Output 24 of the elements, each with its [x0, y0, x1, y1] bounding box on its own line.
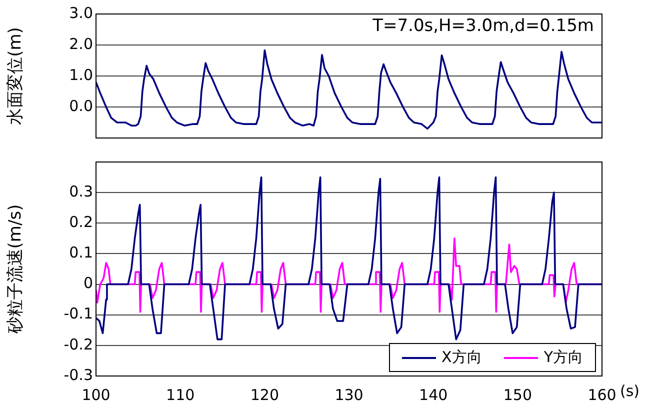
y-tick-label: 0.2: [69, 213, 93, 232]
y-tick-label: -0.1: [64, 304, 93, 323]
x-tick-label: 100: [82, 386, 110, 404]
x-axis-title: (s): [620, 382, 640, 400]
y-tick-label: 0.0: [69, 96, 93, 115]
x-tick-label: 120: [250, 386, 279, 404]
y-axis-title: 水面変位(m): [6, 27, 26, 125]
legend-label: Y方向: [544, 348, 583, 367]
y-tick-label: 0.3: [69, 182, 93, 200]
y-axis-title: 砂粒子流速(m/s): [6, 204, 26, 335]
y-tick-label: 2.0: [69, 34, 93, 53]
y-tick-label: 1.0: [69, 66, 93, 84]
y-tick-label: 0.1: [69, 244, 93, 262]
y-tick-label: 3.0: [69, 4, 93, 22]
y-tick-label: -0.2: [64, 335, 93, 354]
x-tick-label: 110: [166, 386, 195, 404]
x-tick-label: 150: [503, 386, 532, 404]
y-tick-label: 0: [83, 274, 93, 292]
y-tick-label: -0.3: [64, 366, 93, 384]
x-tick-label: 140: [419, 386, 448, 404]
legend-label: X方向: [442, 348, 482, 367]
annotation: T=7.0s,H=3.0m,d=0.15m: [372, 16, 594, 36]
x-tick-label: 160: [588, 386, 616, 404]
x-tick-label: 130: [334, 386, 364, 404]
